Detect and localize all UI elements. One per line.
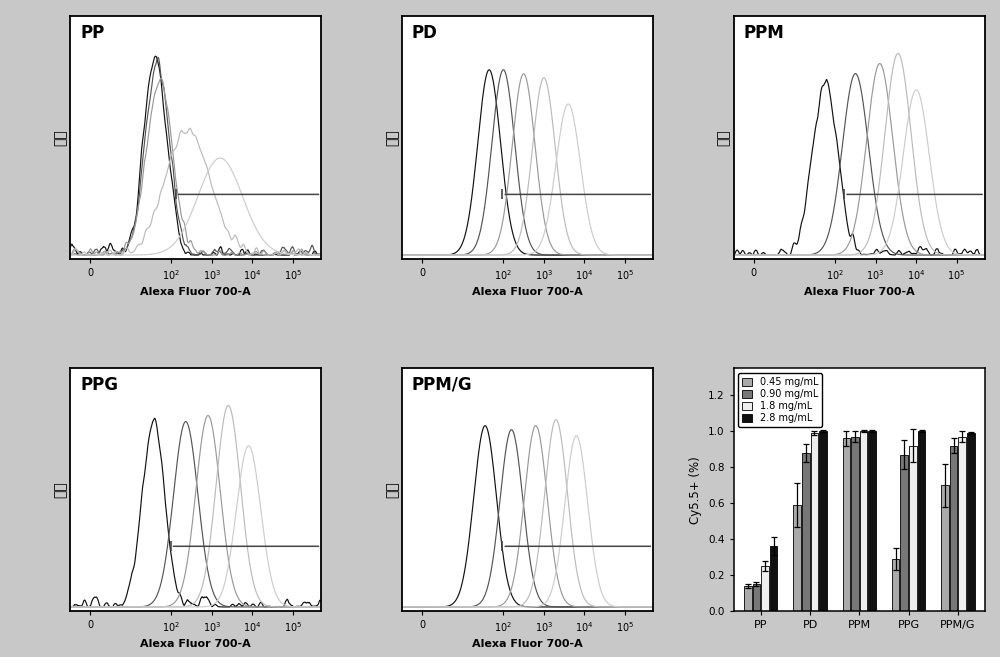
Legend: 0.45 mg/mL, 0.90 mg/mL, 1.8 mg/mL, 2.8 mg/mL: 0.45 mg/mL, 0.90 mg/mL, 1.8 mg/mL, 2.8 m… xyxy=(738,373,822,427)
Text: PPM/G: PPM/G xyxy=(412,376,472,394)
X-axis label: Alexa Fluor 700-A: Alexa Fluor 700-A xyxy=(140,639,251,649)
Bar xyxy=(958,437,966,611)
Bar xyxy=(802,453,810,611)
Bar xyxy=(851,437,859,611)
Y-axis label: 计数: 计数 xyxy=(53,129,67,146)
Bar xyxy=(843,438,850,611)
Y-axis label: 计数: 计数 xyxy=(385,129,399,146)
X-axis label: Alexa Fluor 700-A: Alexa Fluor 700-A xyxy=(804,288,915,298)
Bar xyxy=(744,586,752,611)
Text: PD: PD xyxy=(412,24,438,41)
Bar xyxy=(909,445,917,611)
X-axis label: Alexa Fluor 700-A: Alexa Fluor 700-A xyxy=(472,288,583,298)
Bar xyxy=(918,431,925,611)
X-axis label: Alexa Fluor 700-A: Alexa Fluor 700-A xyxy=(472,639,583,649)
Bar xyxy=(793,505,801,611)
Bar xyxy=(892,559,899,611)
X-axis label: Alexa Fluor 700-A: Alexa Fluor 700-A xyxy=(140,288,251,298)
Y-axis label: 计数: 计数 xyxy=(385,482,399,498)
Bar xyxy=(753,584,760,611)
Bar xyxy=(770,546,777,611)
Bar xyxy=(868,431,876,611)
Bar xyxy=(761,566,769,611)
Y-axis label: 计数: 计数 xyxy=(717,129,731,146)
Bar xyxy=(900,455,908,611)
Bar xyxy=(860,431,867,611)
Text: PP: PP xyxy=(80,24,104,41)
Bar xyxy=(811,433,818,611)
Y-axis label: Cy5.5+ (%): Cy5.5+ (%) xyxy=(689,456,702,524)
Y-axis label: 计数: 计数 xyxy=(53,482,67,498)
Bar xyxy=(819,431,827,611)
Bar xyxy=(941,485,949,611)
Text: PPG: PPG xyxy=(80,376,118,394)
Bar xyxy=(950,445,957,611)
Text: PPM: PPM xyxy=(744,24,784,41)
Bar xyxy=(967,433,975,611)
